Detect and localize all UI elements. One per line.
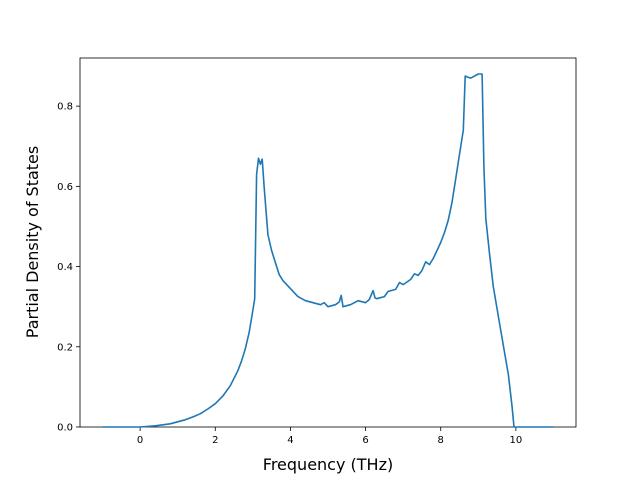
x-axis-label: Frequency (THz) xyxy=(263,455,393,474)
y-tick-label: 0.8 xyxy=(57,102,73,113)
x-tick-label: 8 xyxy=(438,435,444,446)
series-line xyxy=(102,73,554,428)
y-tick-label: 0.0 xyxy=(57,423,73,434)
x-tick-label: 2 xyxy=(212,435,218,446)
x-axis-ticks: 0 2 4 6 8 10 xyxy=(137,427,522,446)
y-tick-label: 0.6 xyxy=(57,182,73,193)
y-axis-ticks: 0.0 0.2 0.4 0.6 0.8 xyxy=(57,102,80,434)
x-tick-label: 0 xyxy=(137,435,143,446)
y-tick-label: 0.4 xyxy=(57,262,73,273)
x-tick-label: 4 xyxy=(287,435,293,446)
x-tick-label: 6 xyxy=(362,435,368,446)
plot-frame xyxy=(79,57,577,428)
y-axis-label: Partial Density of States xyxy=(23,146,42,338)
x-tick-label: 10 xyxy=(510,435,523,446)
y-tick-label: 0.2 xyxy=(57,342,73,353)
